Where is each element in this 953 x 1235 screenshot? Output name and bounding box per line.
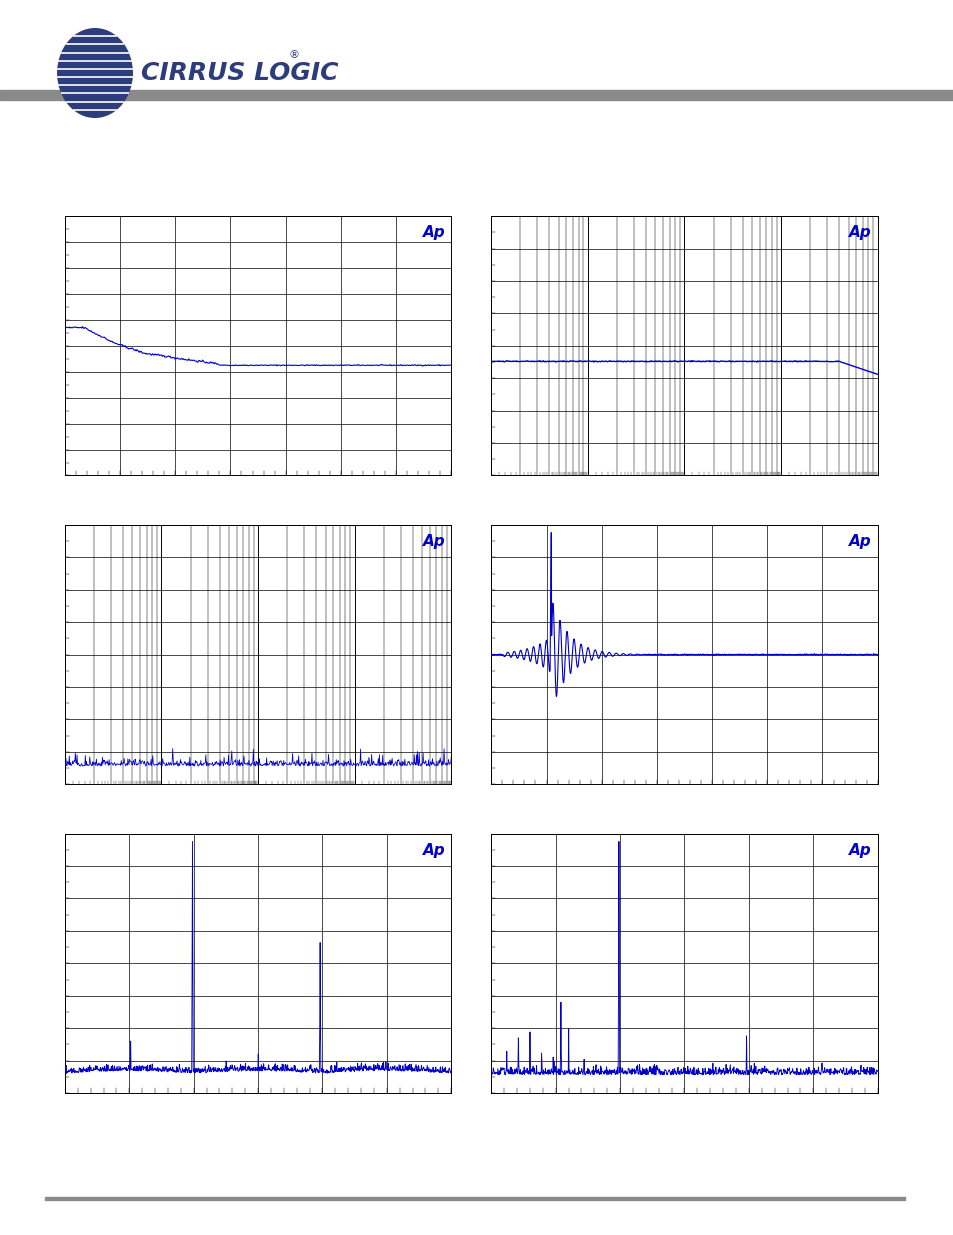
- Text: Ap: Ap: [422, 534, 445, 548]
- Text: ®: ®: [289, 49, 299, 61]
- Bar: [0, 90, 953, 100]
- Text: Ap: Ap: [422, 225, 445, 240]
- Bar: [45, 1197, 904, 1200]
- Text: Ap: Ap: [422, 842, 445, 857]
- Text: Ap: Ap: [848, 534, 871, 548]
- Text: CIRRUS LOGIC: CIRRUS LOGIC: [141, 61, 338, 85]
- Ellipse shape: [57, 28, 132, 119]
- Text: Ap: Ap: [848, 225, 871, 240]
- Text: Ap: Ap: [848, 842, 871, 857]
